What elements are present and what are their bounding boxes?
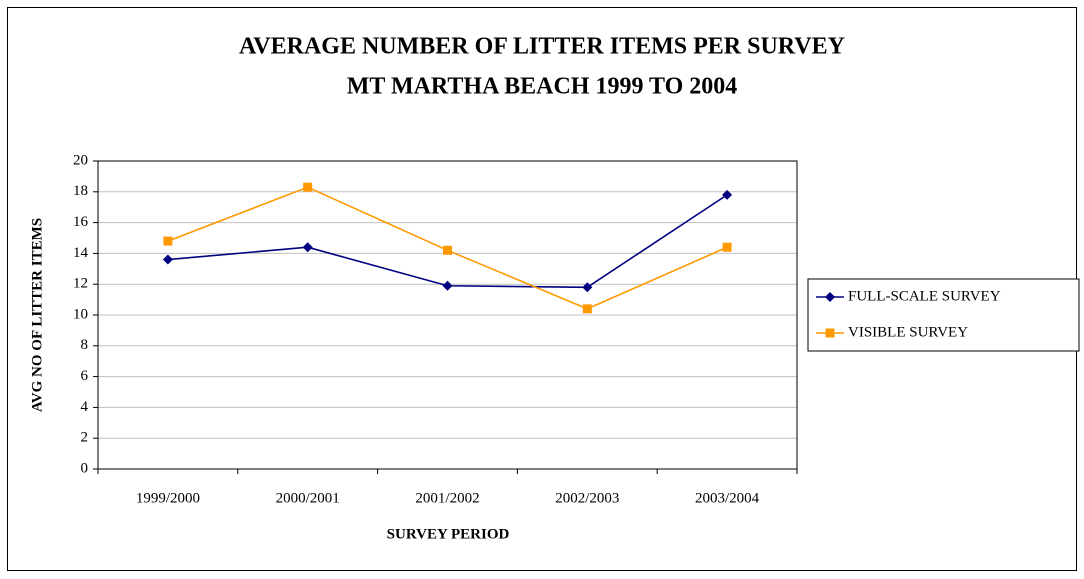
y-tick-label: 12 (73, 276, 88, 292)
data-point (582, 304, 592, 314)
x-tick-label: 1999/2000 (136, 490, 200, 506)
x-tick-label: 2002/2003 (555, 490, 619, 506)
chart-title: MT MARTHA BEACH 1999 TO 2004 (347, 74, 738, 100)
y-tick-label: 14 (73, 245, 89, 261)
data-point (442, 280, 453, 291)
data-point (163, 236, 173, 246)
legend-label: FULL-SCALE SURVEY (848, 288, 1001, 304)
x-axis-title: SURVEY PERIOD (387, 526, 510, 542)
y-tick-label: 2 (81, 430, 89, 446)
x-tick-label: 2003/2004 (695, 490, 760, 506)
legend-label: VISIBLE SURVEY (848, 324, 968, 340)
y-axis-title: AVG NO OF LITTER ITEMS (29, 218, 45, 412)
y-tick-label: 20 (73, 152, 88, 168)
y-tick-label: 10 (73, 306, 88, 322)
legend-marker (825, 292, 835, 302)
x-tick-label: 2001/2002 (415, 490, 479, 506)
y-tick-label: 8 (81, 337, 89, 353)
chart-title: AVERAGE NUMBER OF LITTER ITEMS PER SURVE… (239, 34, 845, 60)
plot-border (97, 160, 798, 470)
data-point (303, 182, 313, 192)
data-point (443, 245, 452, 255)
data-point (582, 282, 593, 293)
data-point (722, 189, 733, 200)
y-tick-label: 4 (81, 399, 89, 415)
data-point (302, 242, 313, 253)
legend-marker (825, 328, 835, 338)
y-tick-label: 18 (73, 183, 88, 199)
legend-box (807, 278, 1080, 352)
data-point (162, 254, 173, 265)
x-tick-label: 2000/2001 (276, 490, 340, 506)
y-tick-label: 16 (73, 214, 89, 230)
data-point (722, 242, 732, 252)
y-tick-label: 6 (81, 368, 89, 384)
y-tick-label: 0 (81, 460, 89, 476)
